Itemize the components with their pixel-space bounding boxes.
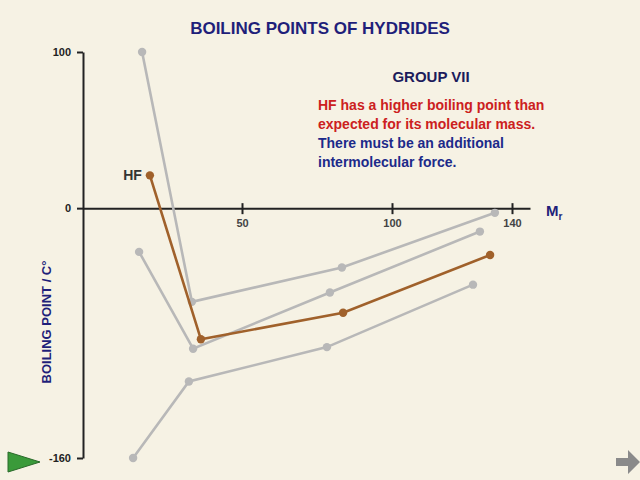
group-label: GROUP VII [392,68,469,85]
x-axis-line [84,208,531,210]
annotation-text: intermolecular force. [318,154,457,170]
data-point [146,171,154,179]
annotation-line: intermolecular force. [318,154,457,170]
y-tick: 100 [53,46,83,58]
y-tick: -160 [49,452,83,464]
annotation-text: There must be an additional [318,135,504,151]
annotation-line: There must be an additional [318,135,504,151]
y-tick-mark [77,208,83,210]
x-axis-title: Mr [546,202,563,222]
series-line [150,175,490,339]
data-point [326,288,334,296]
x-tick-mark [392,203,394,214]
series [135,227,484,353]
x-tick-mark [242,203,244,214]
data-point [129,454,137,462]
x-tick-mark [512,203,514,214]
annotation-text: HF has a higher boiling point than [318,97,544,113]
x-tick: 50 [236,203,248,229]
data-point [135,248,143,256]
data-point [138,48,146,56]
y-axis: -160 0 100 [49,46,84,464]
background [0,0,640,480]
y-tick-label: 0 [65,202,71,214]
title: BOILING POINTS OF HYDRIDES [190,19,450,38]
annotation-text: expected for its molecular mass. [318,116,535,132]
x-tick: 100 [383,203,401,229]
y-tick-label: 100 [53,46,71,58]
data-point [189,344,197,352]
data-point [486,251,494,259]
data-point [185,377,193,385]
chart-svg: BOILING POINTS OF HYDRIDES -160 0 100 50 100 1… [0,0,640,480]
y-tick: 0 [65,202,83,214]
x-tick: 140 [503,203,521,229]
data-point [469,280,477,288]
data-point [491,209,499,217]
data-point [339,309,347,317]
chart-container: BOILING POINTS OF HYDRIDES -160 0 100 50 100 1… [0,0,640,480]
series [129,280,477,462]
series [146,171,495,343]
series-line [142,52,495,302]
point-label: HF [123,167,142,183]
data-point [476,227,484,235]
y-axis-title: BOILING POINT / C° [39,261,54,384]
y-tick-label: -160 [49,452,71,464]
data-point [197,335,205,343]
annotation-line: expected for its molecular mass. [318,116,535,132]
y-tick-mark [77,52,83,54]
y-tick-mark [77,458,83,460]
data-point [338,263,346,271]
nav-back [8,452,40,472]
data-point [323,343,331,351]
x-tick-label: 140 [503,217,521,229]
series [138,48,499,306]
x-tick-label: 50 [236,217,248,229]
annotation-line: HF has a higher boiling point than [318,97,544,113]
y-axis-line [83,53,85,459]
series-line [133,285,473,458]
x-tick-label: 100 [383,217,401,229]
nav-forward [616,450,640,474]
